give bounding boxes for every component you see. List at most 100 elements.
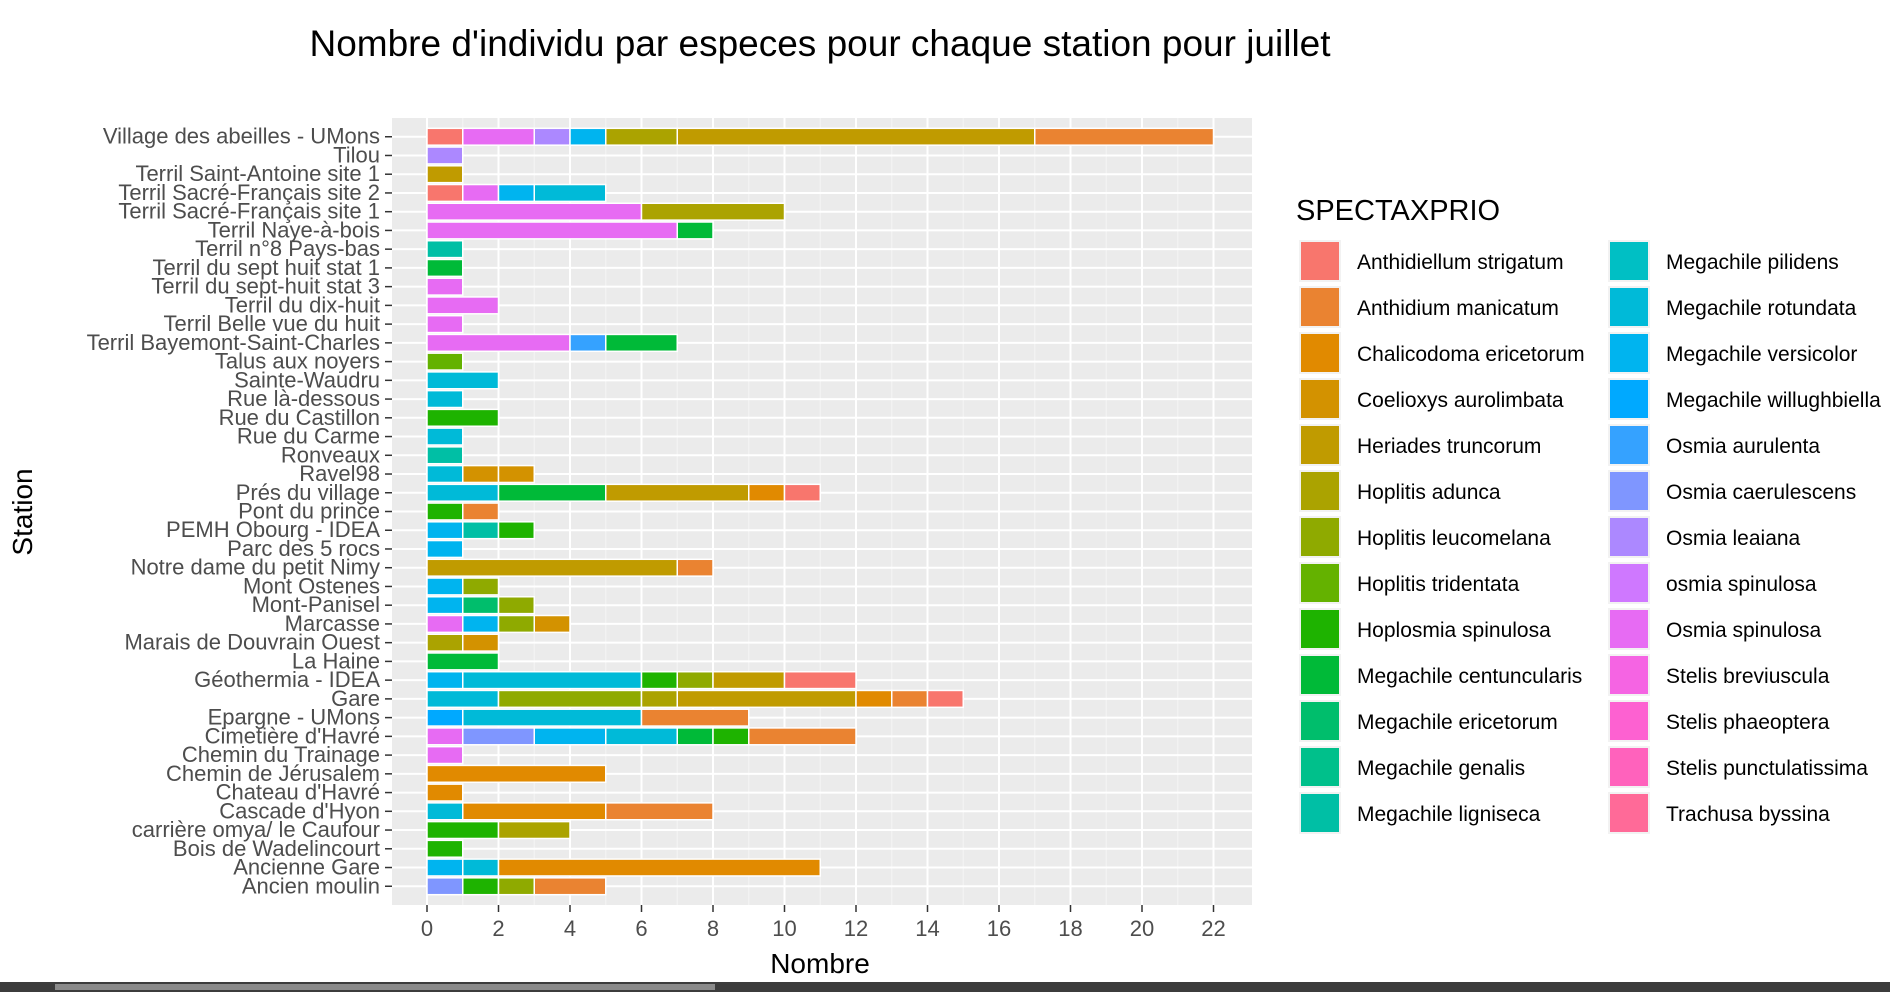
legend-label: Osmia aurulenta: [1666, 435, 1820, 458]
bar-segment: [426, 652, 500, 671]
bar-segment: [426, 539, 464, 559]
bar-segment: [497, 521, 535, 540]
y-tick-label: Notre dame du petit Nimy: [131, 555, 380, 580]
bar-segment: [426, 727, 464, 746]
y-tick-label: Village des abeilles - UMons: [103, 124, 380, 149]
legend-swatch: [1301, 518, 1339, 556]
legend-swatch: [1301, 472, 1339, 510]
bar-segment: [426, 596, 464, 615]
bar-segment: [497, 689, 643, 709]
legend-label: Hoplitis tridentata: [1357, 573, 1520, 596]
scrollbar-thumb[interactable]: [55, 984, 715, 990]
x-tick-label: 2: [492, 916, 504, 941]
y-tick-label: Ravel98: [299, 461, 380, 486]
bar-segment: [426, 296, 500, 315]
y-tick-label: Chateau d'Havré: [216, 780, 380, 805]
bar-segment: [462, 577, 500, 596]
bar-group: [426, 127, 1215, 896]
bar-segment: [426, 689, 500, 709]
bar-segment: [676, 670, 714, 690]
x-axis-ticks: 0 2 4 6 8 10 12 14 16 18 20 22: [421, 905, 1226, 941]
bar-segment: [497, 483, 607, 502]
bar-segment: [497, 596, 535, 615]
bar-segment: [426, 764, 607, 784]
legend-swatch: [1301, 564, 1339, 602]
legend-label: Stelis punctulatissima: [1666, 757, 1868, 780]
bar-segment: [462, 858, 500, 877]
bar-segment: [605, 333, 678, 353]
bar-segment: [426, 333, 571, 353]
bar-segment: [676, 689, 857, 709]
bar-segment: [426, 314, 464, 334]
legend-item: Trachusa byssina: [1608, 792, 1830, 834]
legend-item: Anthidiellum strigatum: [1299, 240, 1564, 282]
bar-segment: [497, 614, 535, 634]
legend-label: Chalicodoma ericetorum: [1357, 343, 1585, 366]
x-tick-label: 16: [987, 916, 1011, 941]
bar-segment: [462, 633, 500, 652]
bar-segment: [712, 727, 750, 746]
x-tick-label: 18: [1058, 916, 1082, 941]
y-tick-label: Mont Ostenes: [243, 573, 380, 598]
y-tick-label: Bois de Wadelincourt: [173, 836, 380, 861]
bar-segment: [426, 802, 464, 821]
bar-segment: [676, 558, 714, 577]
y-tick-label: Terril du sept-huit stat 3: [151, 274, 380, 299]
legend-label: Stelis phaeoptera: [1666, 711, 1830, 734]
bar-segment: [497, 858, 821, 877]
legend-swatch: [1301, 426, 1339, 464]
y-tick-label: PEMH Obourg - IDEA: [166, 517, 380, 542]
legend-label: Megachile ligniseca: [1357, 803, 1541, 826]
bar-segment: [426, 427, 464, 446]
legend-item: Stelis phaeoptera: [1608, 700, 1830, 742]
legend: Anthidiellum strigatum Anthidium manicatu…: [1299, 240, 1881, 834]
bar-segment: [640, 708, 750, 727]
y-tick-label: Rue là-dessous: [227, 386, 380, 411]
bar-segment: [748, 483, 786, 502]
bar-segment: [497, 820, 571, 840]
bar-segment: [426, 371, 500, 390]
bar-segment: [462, 670, 643, 690]
bar-segment: [426, 708, 464, 727]
legend-item: Osmia leaiana: [1608, 516, 1801, 558]
y-tick-label: carrière omya/ le Caufour: [132, 817, 380, 842]
legend-label: Coelioxys aurolimbata: [1357, 389, 1564, 412]
bar-segment: [462, 502, 500, 521]
bar-segment: [533, 127, 571, 146]
x-tick-label: 4: [564, 916, 576, 941]
horizontal-scrollbar[interactable]: [0, 982, 1890, 992]
y-tick-label: Terril Sacré-Français site 2: [118, 180, 380, 205]
legend-label: Hoplitis leucomelana: [1357, 527, 1551, 550]
legend-swatch: [1610, 610, 1648, 648]
bar-segment: [533, 183, 607, 203]
y-tick-label: Epargne - UMons: [208, 705, 380, 730]
y-tick-label: Ancien moulin: [242, 873, 380, 898]
bar-segment: [426, 165, 464, 184]
bar-segment: [462, 708, 643, 727]
legend-label: Heriades truncorum: [1357, 435, 1541, 458]
legend-swatch: [1301, 288, 1339, 326]
y-tick-label: Cimetière d'Havré: [205, 723, 380, 748]
bar-segment: [569, 127, 607, 146]
legend-swatch: [1301, 794, 1339, 832]
bar-segment: [605, 727, 678, 746]
y-tick-label: Géothermia - IDEA: [194, 667, 380, 692]
y-tick-label: La Haine: [292, 648, 380, 673]
y-tick-label: Marcasse: [285, 611, 380, 636]
legend-item: Megachile versicolor: [1608, 332, 1857, 374]
bar-segment: [533, 614, 571, 634]
legend-label: Osmia spinulosa: [1666, 619, 1822, 642]
bar-segment: [462, 521, 500, 540]
legend-label: Trachusa byssina: [1666, 803, 1830, 826]
legend-item: osmia spinulosa: [1608, 562, 1817, 604]
y-tick-label: Terril n°8 Pays-bas: [195, 236, 380, 261]
bar-segment: [462, 877, 500, 896]
bar-segment: [926, 689, 964, 709]
bar-segment: [426, 745, 464, 765]
legend-item: Osmia aurulenta: [1608, 424, 1820, 466]
bar-segment: [426, 820, 500, 840]
bar-segment: [426, 202, 643, 221]
bar-segment: [426, 521, 464, 540]
legend-label: Hoplitis adunca: [1357, 481, 1501, 504]
bar-segment: [426, 783, 464, 802]
